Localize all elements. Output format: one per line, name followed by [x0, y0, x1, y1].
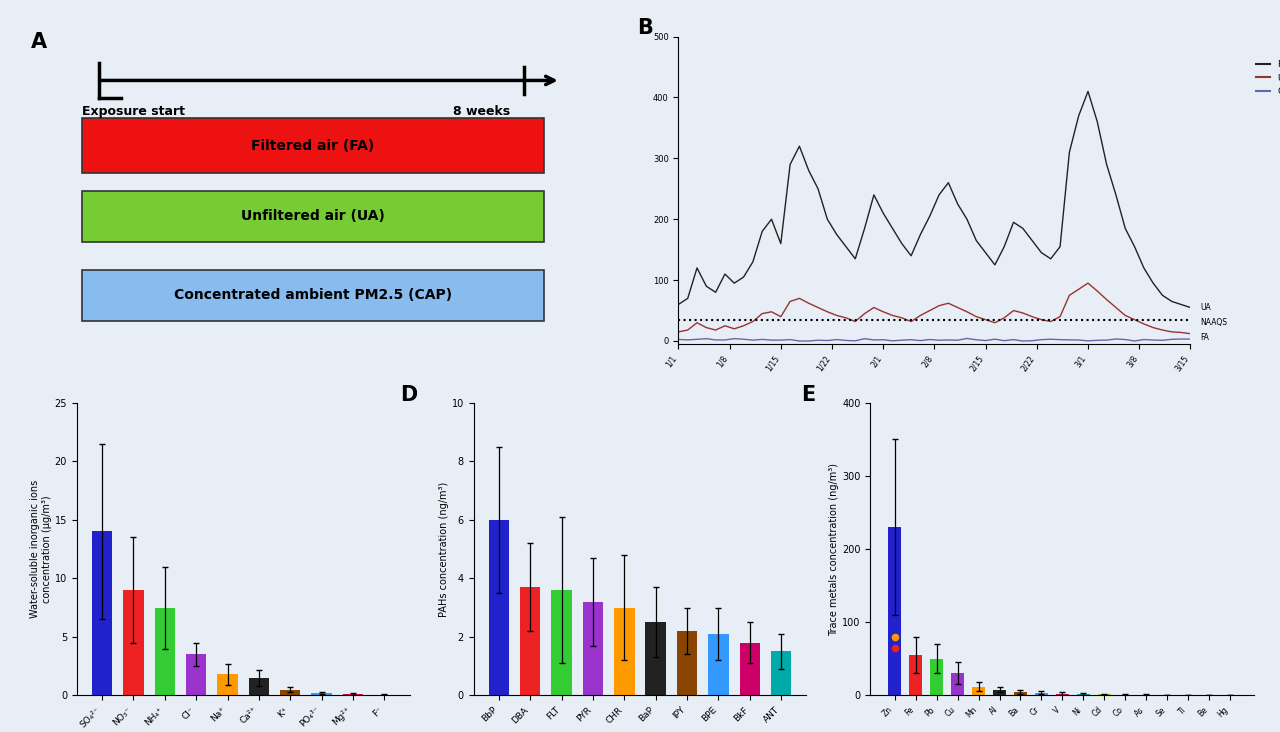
Bar: [1076, 694, 1091, 695]
Text: Filtered air (FA): Filtered air (FA): [251, 139, 375, 153]
FancyBboxPatch shape: [82, 190, 544, 242]
Bar: [186, 654, 206, 695]
Bar: [951, 673, 964, 695]
Text: E: E: [801, 385, 815, 405]
Bar: [248, 678, 269, 695]
Bar: [123, 590, 143, 695]
Text: Concentrated ambient PM2.5 (CAP): Concentrated ambient PM2.5 (CAP): [174, 288, 452, 302]
Bar: [582, 602, 603, 695]
Bar: [708, 634, 728, 695]
FancyBboxPatch shape: [82, 119, 544, 173]
Text: FA: FA: [1201, 333, 1210, 343]
Bar: [489, 520, 509, 695]
Bar: [1097, 694, 1111, 695]
Text: B: B: [637, 18, 653, 38]
Bar: [1034, 692, 1048, 695]
Text: Exposure start: Exposure start: [82, 105, 184, 118]
Bar: [645, 622, 666, 695]
Bar: [740, 643, 760, 695]
Y-axis label: Trace metals concentration (ng/m³): Trace metals concentration (ng/m³): [829, 463, 840, 635]
Text: A: A: [31, 32, 47, 52]
Bar: [280, 690, 301, 695]
Point: [884, 642, 905, 654]
Bar: [677, 631, 698, 695]
Bar: [909, 655, 923, 695]
Bar: [92, 531, 113, 695]
Bar: [972, 687, 986, 695]
Point: [884, 631, 905, 643]
Text: D: D: [401, 385, 417, 405]
Bar: [993, 690, 1006, 695]
Y-axis label: Water-soluble inorganic ions
concentration (μg/m³): Water-soluble inorganic ions concentrati…: [31, 480, 51, 618]
Text: NAAQS: NAAQS: [1201, 318, 1228, 327]
Bar: [343, 694, 364, 695]
Bar: [552, 590, 572, 695]
Bar: [888, 527, 901, 695]
Bar: [1056, 694, 1069, 695]
Bar: [929, 659, 943, 695]
Bar: [311, 693, 332, 695]
Bar: [1014, 692, 1028, 695]
Bar: [520, 587, 540, 695]
Bar: [614, 608, 635, 695]
FancyBboxPatch shape: [82, 269, 544, 321]
Text: 8 weeks: 8 weeks: [453, 105, 509, 118]
Text: Unfiltered air (UA): Unfiltered air (UA): [241, 209, 385, 223]
Y-axis label: PAHs concentration (ng/m³): PAHs concentration (ng/m³): [439, 482, 449, 616]
Legend: FA, UA, CAP: FA, UA, CAP: [1253, 56, 1280, 100]
Bar: [218, 674, 238, 695]
Bar: [155, 608, 175, 695]
Bar: [771, 651, 791, 695]
Text: UA: UA: [1201, 302, 1211, 312]
